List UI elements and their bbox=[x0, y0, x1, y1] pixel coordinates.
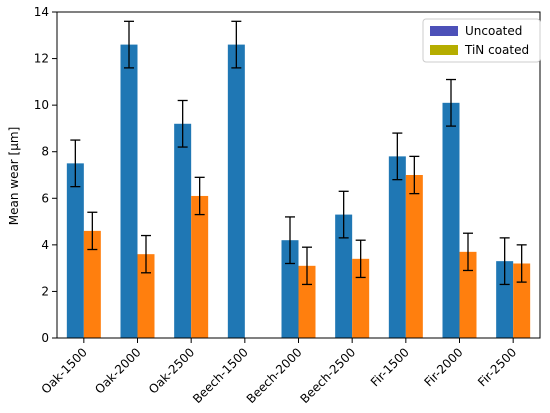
x-axis: Oak-1500 Oak-2000 Oak-2500Beech-1500Beech-… bbox=[39, 338, 519, 406]
legend-label-tin-coated: TiN coated bbox=[464, 43, 529, 57]
y-axis: 0 2 4 6 8 10 12 14 bbox=[34, 5, 57, 345]
x-tick-label: Oak-1500 bbox=[39, 345, 90, 396]
legend-swatch-tin-coated bbox=[430, 45, 458, 55]
x-tick-label: Beech-2000 bbox=[244, 345, 305, 406]
y-tick-label: 8 bbox=[41, 145, 49, 159]
legend-label-uncoated: Uncoated bbox=[465, 24, 522, 38]
bar bbox=[137, 254, 155, 338]
bar bbox=[66, 163, 84, 338]
y-tick-label: 10 bbox=[34, 98, 49, 112]
bar bbox=[352, 258, 370, 338]
bar bbox=[227, 44, 245, 338]
legend: Uncoated TiN coated bbox=[422, 18, 541, 63]
x-tick-label: Fir-2000 bbox=[421, 345, 465, 389]
bar bbox=[388, 156, 406, 338]
bar bbox=[174, 123, 192, 339]
bar bbox=[191, 195, 209, 338]
bar bbox=[120, 44, 138, 338]
y-axis-title: Mean wear [µm] bbox=[7, 127, 21, 226]
bar bbox=[442, 102, 460, 338]
bar bbox=[335, 214, 353, 338]
x-tick-label: Fir-2500 bbox=[475, 345, 519, 389]
y-tick-label: 12 bbox=[34, 52, 49, 66]
y-tick-label: 4 bbox=[41, 238, 49, 252]
bar bbox=[281, 240, 299, 338]
x-tick-label: Beech-2500 bbox=[297, 345, 358, 406]
legend-swatch-uncoated bbox=[430, 26, 458, 36]
y-tick-label: 2 bbox=[41, 284, 49, 298]
x-tick-label: Fir-1500 bbox=[368, 345, 412, 389]
bar bbox=[83, 230, 101, 338]
x-tick-label: Oak-2500 bbox=[146, 345, 197, 396]
plot-area bbox=[66, 20, 531, 339]
y-tick-label: 14 bbox=[34, 5, 49, 19]
x-tick-label: Beech-1500 bbox=[190, 345, 251, 406]
bar bbox=[405, 175, 423, 338]
x-tick-label: Oak-2000 bbox=[92, 345, 143, 396]
bar bbox=[459, 251, 477, 338]
bar bbox=[496, 261, 514, 338]
y-tick-label: 0 bbox=[41, 331, 49, 345]
y-tick-label: 6 bbox=[41, 191, 49, 205]
